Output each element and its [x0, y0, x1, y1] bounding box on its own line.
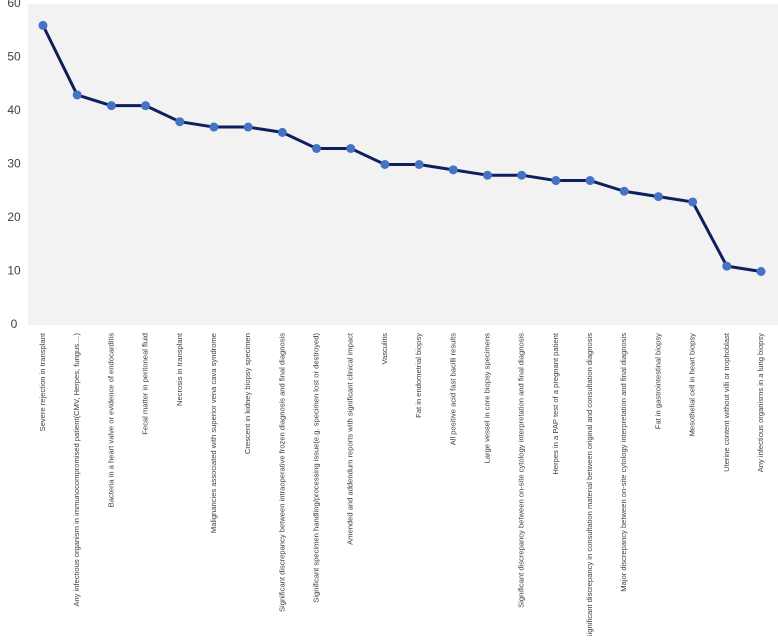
- x-tick-label: Severe rejection in transplant: [38, 332, 47, 431]
- y-tick-label: 50: [7, 50, 21, 64]
- point: [380, 160, 390, 169]
- x-tick-label: Fat in gastrointestinal biopsy: [653, 333, 662, 429]
- x-tick-label: Bacteria in a heart valve or evidence of…: [106, 333, 115, 508]
- point: [482, 170, 492, 180]
- x-tick-label: Malignancies associated with superior ve…: [209, 333, 218, 533]
- x-tick-label: Uterine content without villi or trophob…: [722, 332, 731, 472]
- x-tick-label: Crescent in kidney biopsy specimen: [243, 333, 252, 454]
- x-tick-label: Vasculitis: [380, 333, 389, 365]
- x-tick-label: Significant specimen handling/processing…: [312, 333, 321, 603]
- point: [551, 176, 561, 186]
- point: [312, 143, 322, 153]
- y-tick-label: 40: [7, 103, 21, 117]
- point: [619, 186, 629, 196]
- point: [277, 127, 287, 137]
- point: [448, 165, 458, 175]
- x-tick-label: Fecal matter in peritoneal fluid: [141, 333, 150, 435]
- x-tick-label: Major discrepancy between on-site cytolo…: [619, 333, 628, 592]
- y-tick-label: 60: [7, 0, 21, 10]
- y-tick-label: 30: [7, 157, 21, 171]
- x-tick-label: Large vessel in core biopsy specimens: [482, 333, 491, 464]
- x-tick-label: Significant discrepancy between intraope…: [277, 333, 286, 612]
- x-tick-label: Amended and addendum reports with signif…: [346, 332, 355, 545]
- x-tick-label: Any infectious organism in immunocomprom…: [72, 333, 81, 607]
- x-tick-label: Fat in endometrial biopsy: [414, 333, 423, 418]
- point: [243, 122, 253, 132]
- y-tick-label: 0: [11, 317, 18, 331]
- point: [756, 267, 766, 276]
- point: [175, 117, 185, 127]
- point: [585, 176, 595, 186]
- x-tick-label: Any infectious organisms in a lung biops…: [756, 333, 765, 472]
- point: [688, 197, 698, 207]
- point: [722, 261, 732, 271]
- x-tick-label: Herpes in a PAP test of a pregnant patie…: [551, 332, 560, 474]
- point: [517, 170, 527, 180]
- line: [41, 24, 762, 273]
- x-tick-label: Mesothelial cell in heart biopsy: [688, 333, 697, 437]
- x-tick-label: Significant discrepancy in consultation …: [585, 333, 594, 636]
- point: [38, 20, 48, 30]
- point: [72, 90, 82, 100]
- point: [346, 143, 356, 153]
- y-tick-label: 10: [7, 264, 21, 278]
- point: [106, 101, 116, 111]
- x-tick-label: All positive acid fast bacilli results: [448, 333, 457, 445]
- point: [414, 160, 424, 169]
- point: [653, 192, 663, 202]
- point: [209, 122, 219, 132]
- point: [141, 101, 151, 111]
- x-tick-label: Significant discrepancy between on-site …: [517, 333, 526, 608]
- y-tick-label: 20: [7, 210, 21, 224]
- x-tick-label: Necrosis in transplant: [175, 332, 184, 406]
